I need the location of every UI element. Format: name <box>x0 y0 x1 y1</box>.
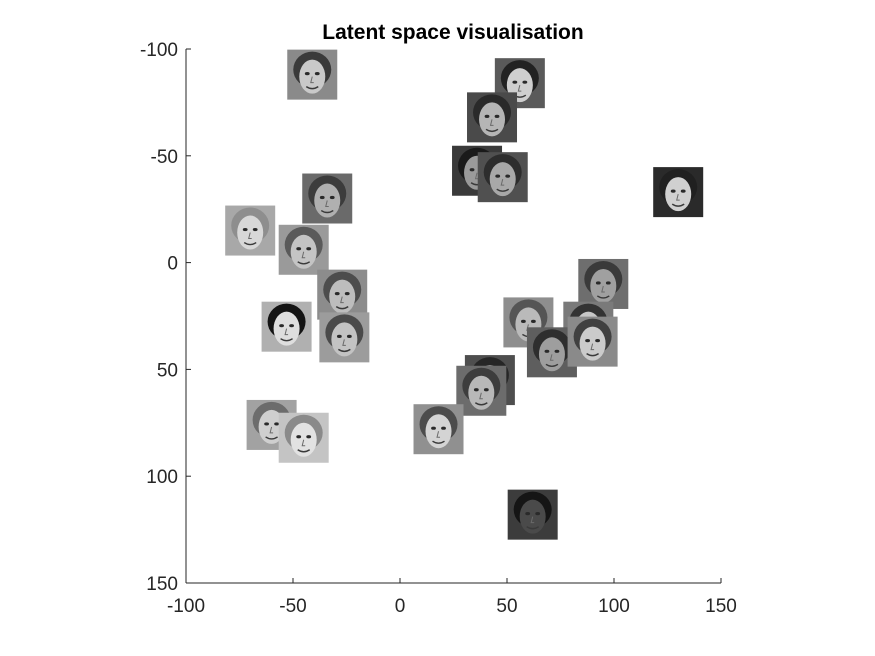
x-tick-label: -100 <box>167 596 205 617</box>
y-tick-label: 0 <box>167 254 178 275</box>
face-thumbnail <box>246 399 297 450</box>
face-thumbnail <box>477 152 528 203</box>
y-tick-label: -100 <box>140 40 178 61</box>
x-tick-label: 50 <box>496 596 517 617</box>
face-thumbnail <box>278 224 329 275</box>
face-thumbnails <box>225 49 704 540</box>
x-tick-label: 100 <box>598 596 630 617</box>
face-thumbnail <box>567 316 618 367</box>
face-thumbnail <box>278 412 329 463</box>
face-thumbnail <box>261 301 312 352</box>
face-thumbnail <box>287 49 338 100</box>
face-thumbnail <box>413 404 464 455</box>
y-tick-label: -50 <box>151 147 178 168</box>
y-tick-label: 50 <box>157 360 178 381</box>
x-tick-label: 0 <box>395 596 406 617</box>
y-tick-label: 150 <box>146 574 178 595</box>
face-thumbnail <box>578 258 629 309</box>
face-thumbnail <box>225 205 276 256</box>
x-tick-label: 150 <box>705 596 737 617</box>
x-tick-label: -50 <box>279 596 306 617</box>
face-thumbnail <box>653 167 704 218</box>
face-thumbnail <box>456 365 507 416</box>
y-tick-label: 100 <box>146 467 178 488</box>
face-thumbnail <box>302 173 353 224</box>
face-thumbnail <box>507 489 558 540</box>
face-thumbnail <box>319 312 370 363</box>
face-thumbnail <box>317 269 368 320</box>
chart-title: Latent space visualisation <box>322 21 583 44</box>
face-thumbnail <box>494 58 545 109</box>
face-thumbnail <box>467 92 518 143</box>
